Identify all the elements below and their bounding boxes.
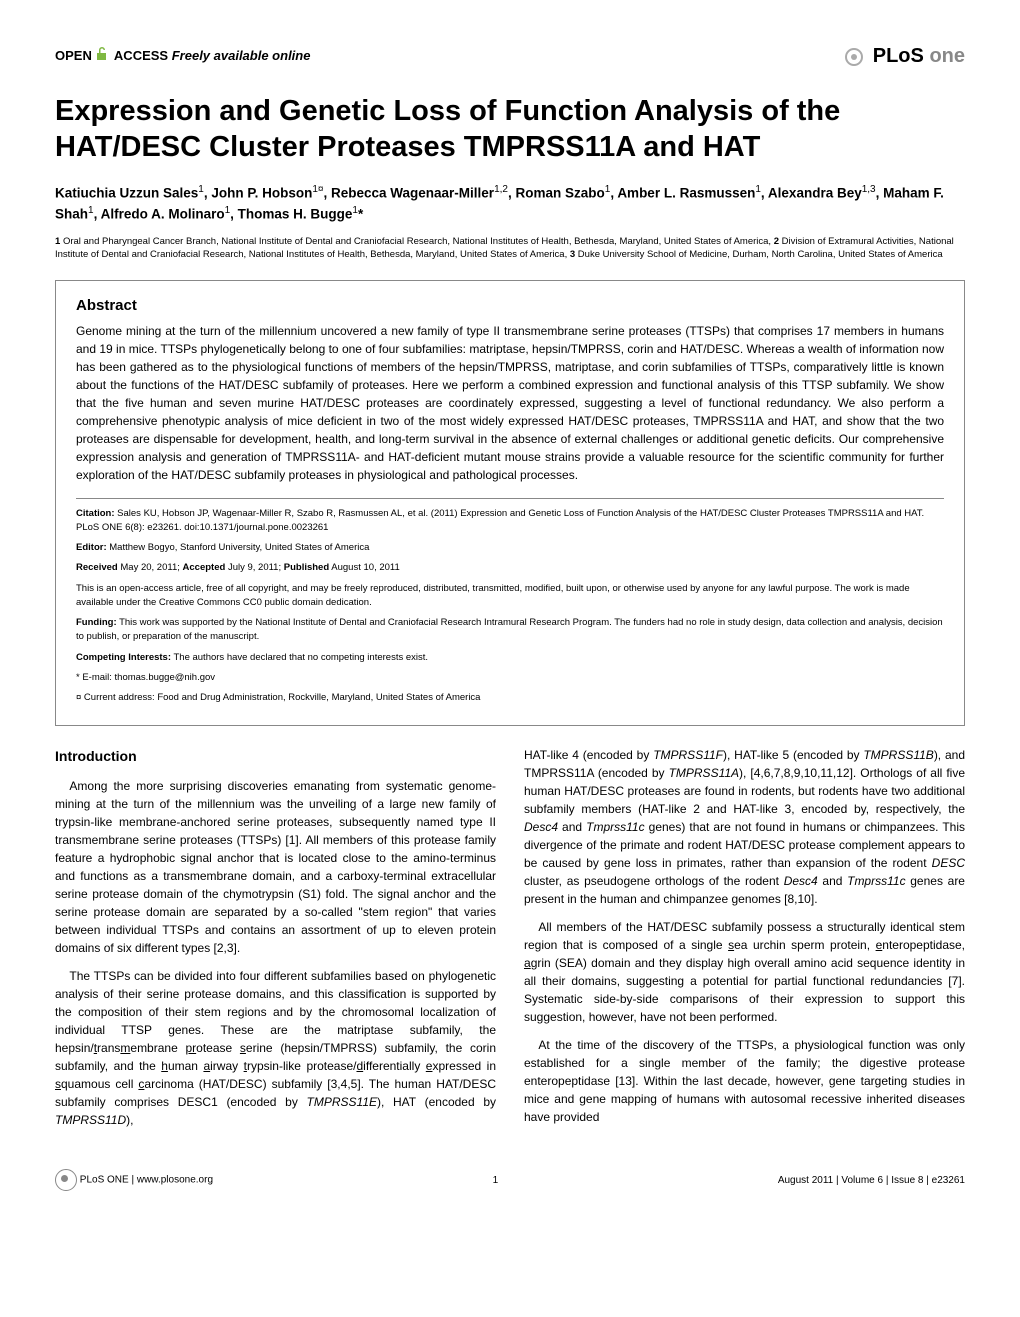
dates-line: Received May 20, 2011; Accepted July 9, … xyxy=(76,561,944,575)
article-metadata: Citation: Sales KU, Hobson JP, Wagenaar-… xyxy=(76,498,944,706)
journal-logo: PLoS one xyxy=(845,45,965,68)
oa-access-text: ACCESS xyxy=(114,48,168,63)
plos-text: PLoS xyxy=(873,45,924,67)
abstract-text: Genome mining at the turn of the millenn… xyxy=(76,322,944,484)
affiliation-1: 1 Oral and Pharyngeal Cancer Branch, Nat… xyxy=(55,236,771,247)
open-lock-icon xyxy=(95,49,113,66)
current-address: ¤ Current address: Food and Drug Adminis… xyxy=(76,691,944,705)
affiliation-3: 3 Duke University School of Medicine, Du… xyxy=(570,249,943,260)
introduction-heading: Introduction xyxy=(55,746,496,767)
left-column: Introduction Among the more surprising d… xyxy=(55,746,496,1139)
funding-line: Funding: This work was supported by the … xyxy=(76,616,944,645)
footer-site: PLoS ONE | www.plosone.org xyxy=(80,1175,213,1186)
license-line: This is an open-access article, free of … xyxy=(76,582,944,611)
corresponding-email: * E-mail: thomas.bugge@nih.gov xyxy=(76,671,944,685)
body-two-column: Introduction Among the more surprising d… xyxy=(55,746,965,1139)
footer-issue: August 2011 | Volume 6 | Issue 8 | e2326… xyxy=(778,1175,965,1186)
intro-p3: HAT-like 4 (encoded by TMPRSS11F), HAT-l… xyxy=(524,746,965,908)
plos-one-text: one xyxy=(929,45,965,67)
plos-circle-icon xyxy=(845,48,863,66)
author-list: Katiuchia Uzzun Sales1, John P. Hobson1¤… xyxy=(55,182,965,226)
intro-p2: The TTSPs can be divided into four diffe… xyxy=(55,967,496,1129)
plos-footer-icon xyxy=(55,1169,77,1191)
abstract-heading: Abstract xyxy=(76,297,944,314)
citation-line: Citation: Sales KU, Hobson JP, Wagenaar-… xyxy=(76,507,944,536)
intro-p1: Among the more surprising discoveries em… xyxy=(55,777,496,957)
footer-page-number: 1 xyxy=(213,1175,778,1186)
oa-open-text: OPEN xyxy=(55,48,92,63)
article-title: Expression and Genetic Loss of Function … xyxy=(55,93,965,166)
page-footer: PLoS ONE | www.plosone.org 1 August 2011… xyxy=(55,1169,965,1191)
editor-line: Editor: Matthew Bogyo, Stanford Universi… xyxy=(76,541,944,555)
right-column: HAT-like 4 (encoded by TMPRSS11F), HAT-l… xyxy=(524,746,965,1139)
competing-line: Competing Interests: The authors have de… xyxy=(76,651,944,665)
intro-p4: All members of the HAT/DESC subfamily po… xyxy=(524,918,965,1026)
abstract-box: Abstract Genome mining at the turn of th… xyxy=(55,280,965,727)
affiliations: 1 Oral and Pharyngeal Cancer Branch, Nat… xyxy=(55,235,965,262)
page-header: OPEN ACCESS Freely available online PLoS… xyxy=(55,45,965,68)
footer-left: PLoS ONE | www.plosone.org xyxy=(55,1169,213,1191)
oa-tagline: Freely available online xyxy=(172,48,311,63)
open-access-badge: OPEN ACCESS Freely available online xyxy=(55,46,310,67)
intro-p5: At the time of the discovery of the TTSP… xyxy=(524,1036,965,1126)
